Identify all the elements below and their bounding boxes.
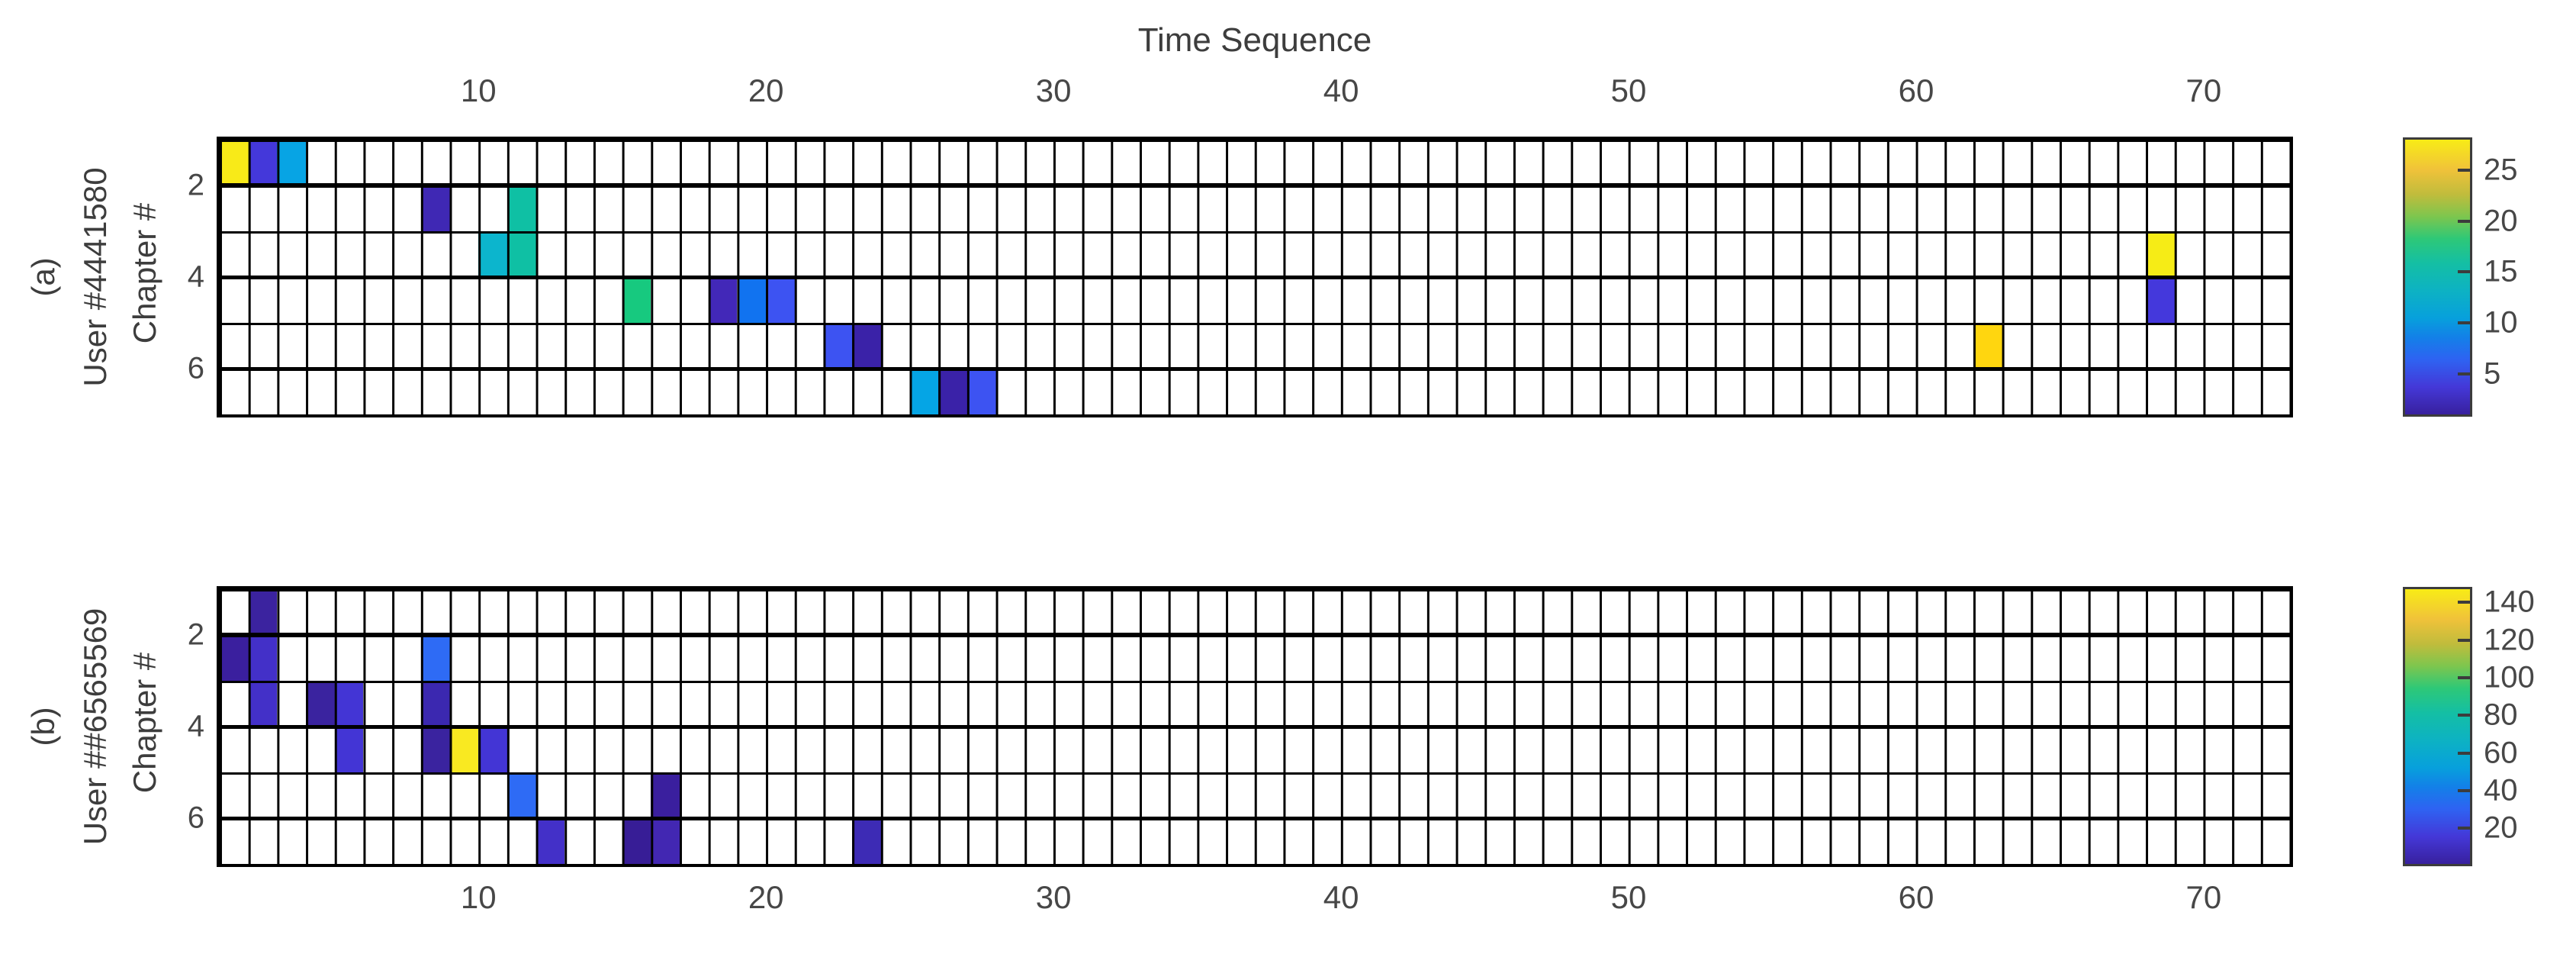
heatmap-a-cells: [220, 140, 2290, 414]
colorbar-tick-80: [2458, 714, 2470, 717]
colorbar-b: 140 120 100 80 60 40 20: [2403, 585, 2535, 866]
heatmap-cell-r4-c19: [737, 277, 767, 323]
colorbar-tick-label-15: 15: [2484, 254, 2518, 288]
heatmap-cell-r5-c23: [852, 323, 881, 369]
x-tick-label-40: 40: [1323, 73, 1359, 108]
x-tick-label-50: 50: [1610, 73, 1647, 108]
colorbar-tick-20: [2458, 219, 2470, 223]
colorbar-tick-120: [2458, 638, 2470, 642]
heatmap-cell-r6-c16: [651, 818, 680, 864]
heatmap-cell-r6-c27: [967, 369, 996, 414]
colorbar-tick-40: [2458, 788, 2470, 792]
colorbar-tick-label-25: 25: [2484, 153, 2518, 187]
colorbar-tick-label-5: 5: [2484, 356, 2501, 391]
heatmap-cell-r5-c16: [651, 772, 680, 818]
y-tick-label-2: 2: [187, 168, 204, 202]
heatmap-cell-r2-c8: [420, 185, 450, 231]
panel-b-user-label: User ##6565569: [77, 608, 113, 846]
heatmap-cell-r4-c15: [622, 277, 651, 323]
heatmap-cell-r3-c8: [420, 681, 450, 727]
colorbar-tick-label-60: 60: [2484, 736, 2518, 770]
x-tick-label-20: 20: [748, 73, 784, 108]
colorbar-tick-label-80: 80: [2484, 698, 2518, 732]
top-x-axis-ticks: 10 20 30 40 50 60 70: [220, 73, 2290, 111]
heatmap-cell-r5-c22: [823, 323, 853, 369]
x-tick-label-70: 70: [2185, 73, 2222, 108]
heatmap-cell-r3-c68: [2146, 231, 2176, 277]
heatmap-cell-r2-c11: [507, 185, 536, 231]
colorbar-tick-15: [2458, 270, 2470, 274]
heatmap-cell-r5-c11: [507, 772, 536, 818]
x-tick-label-10: 10: [460, 73, 497, 108]
heatmap-cell-r6-c15: [622, 818, 651, 864]
x-tick-label-60: 60: [1898, 879, 1934, 915]
panel-a-label: (a): [25, 257, 61, 297]
colorbar-tick-label-140: 140: [2484, 585, 2535, 619]
colorbar-tick-label-100: 100: [2484, 660, 2535, 695]
heatmap-cell-r3-c2: [248, 681, 278, 727]
panel-a-user-label: User #4441580: [77, 167, 113, 387]
heatmap-cell-r6-c23: [852, 818, 881, 864]
heatmap-cell-r2-c8: [420, 635, 450, 681]
y-tick-label-6: 6: [187, 351, 204, 385]
heatmap-cell-r1-c2: [248, 589, 278, 635]
heatmap-panel-a: [217, 137, 2293, 417]
colorbar-tick-140: [2458, 601, 2470, 604]
y-tick-label-4: 4: [187, 259, 204, 294]
x-tick-label-30: 30: [1035, 879, 1072, 915]
colorbar-tick-label-40: 40: [2484, 773, 2518, 807]
heatmap-cell-r3-c11: [507, 231, 536, 277]
colorbar-tick-label-10: 10: [2484, 305, 2518, 340]
bottom-x-axis-ticks: 10 20 30 40 50 60 70: [220, 879, 2290, 917]
colorbar-a: 25 20 15 10 5: [2403, 137, 2518, 417]
colorbar-tick-100: [2458, 675, 2470, 679]
heatmap-cell-r3-c4: [306, 681, 335, 727]
heatmap-cell-r2-c1: [220, 635, 249, 681]
heatmap-cell-r4-c10: [478, 727, 507, 772]
colorbar-tick-5: [2458, 372, 2470, 375]
heatmap-cell-r3-c5: [334, 681, 364, 727]
x-tick-label-20: 20: [748, 879, 784, 915]
colorbar-tick-label-20: 20: [2484, 811, 2518, 845]
x-tick-label-60: 60: [1898, 73, 1934, 108]
heatmap-cell-r1-c2: [248, 140, 278, 185]
x-tick-label-50: 50: [1610, 879, 1647, 915]
x-tick-label-70: 70: [2185, 879, 2222, 915]
heatmap-cell-r4-c9: [449, 727, 479, 772]
colorbar-tick-20: [2458, 827, 2470, 830]
panel-b-ylabel: Chapter #: [127, 652, 162, 794]
heatmap-cell-r4-c18: [708, 277, 738, 323]
heatmap-cell-r1-c3: [277, 140, 307, 185]
heatmap-cell-r4-c8: [420, 727, 450, 772]
y-tick-label-2: 2: [187, 617, 204, 652]
heatmap-cell-r3-c10: [478, 231, 507, 277]
heatmap-cell-r4-c68: [2146, 277, 2176, 323]
panel-b-label: (b): [25, 707, 61, 746]
colorbar-tick-label-20: 20: [2484, 204, 2518, 238]
heatmap-cell-r6-c26: [938, 369, 968, 414]
x-tick-label-10: 10: [460, 879, 497, 915]
chart-title: Time Sequence: [1137, 21, 1372, 59]
y-tick-label-6: 6: [187, 801, 204, 835]
heatmap-cell-r2-c2: [248, 635, 278, 681]
colorbar-tick-60: [2458, 751, 2470, 755]
heatmap-cell-r4-c20: [766, 277, 795, 323]
colorbar-tick-25: [2458, 168, 2470, 172]
heatmap-b-cells: [220, 589, 2290, 864]
colorbar-tick-label-120: 120: [2484, 623, 2535, 657]
y-tick-label-4: 4: [187, 709, 204, 743]
x-tick-label-40: 40: [1323, 879, 1359, 915]
heatmap-cell-r4-c5: [334, 727, 364, 772]
colorbar-tick-10: [2458, 321, 2470, 324]
heatmap-cell-r1-c1: [220, 140, 249, 185]
panel-a-ylabel: Chapter #: [127, 202, 162, 344]
heatmap-cell-r6-c25: [909, 369, 939, 414]
heatmap-cell-r6-c12: [535, 818, 565, 864]
heatmap-cell-r5-c62: [1973, 323, 2003, 369]
heatmap-panel-b: [217, 586, 2293, 867]
x-tick-label-30: 30: [1035, 73, 1072, 108]
